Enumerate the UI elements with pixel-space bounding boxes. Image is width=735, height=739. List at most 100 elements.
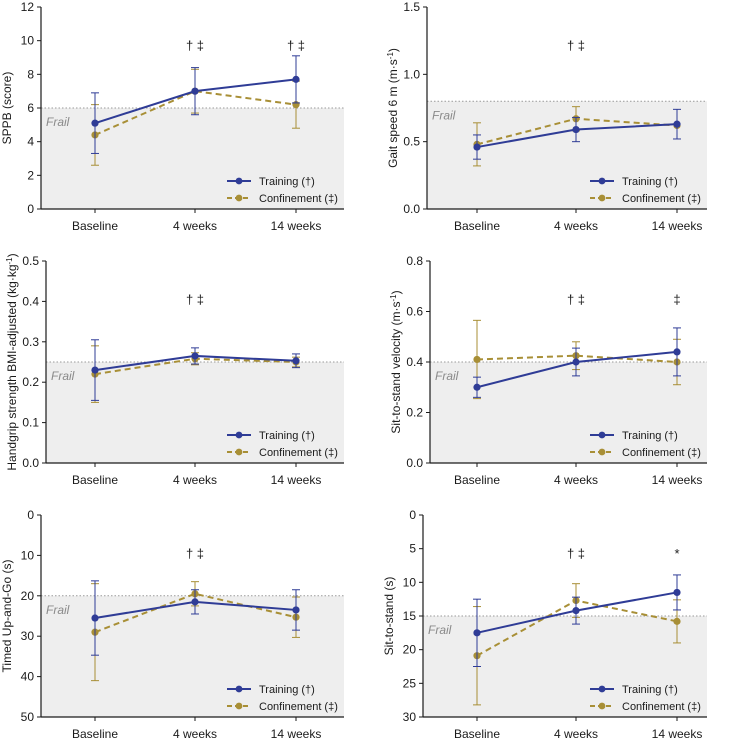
- legend-marker-confinement: [598, 194, 606, 202]
- significance-annotation: † ‡: [186, 546, 204, 561]
- y-tick-label: 0.2: [22, 375, 39, 389]
- legend-marker-training: [598, 431, 606, 439]
- y-tick-label: 12: [21, 0, 35, 14]
- data-point-training: [191, 352, 199, 360]
- x-category-label: 14 weeks: [271, 473, 322, 487]
- frail-label: Frail: [51, 369, 75, 383]
- frail-label: Frail: [432, 108, 456, 122]
- y-axis-title-part: Gait speed 6 m (m·s: [386, 59, 400, 168]
- frail-region: [430, 362, 707, 463]
- y-tick-label: 0.0: [22, 456, 39, 470]
- data-point-training: [191, 87, 199, 95]
- y-tick-label: 0.5: [22, 254, 39, 268]
- data-point-training: [292, 75, 300, 83]
- significance-annotation: † ‡: [186, 38, 204, 53]
- significance-annotation: † ‡: [567, 292, 585, 307]
- x-category-label: 14 weeks: [652, 219, 703, 233]
- y-tick-label: 50: [21, 710, 35, 724]
- y-tick-label: 6: [27, 101, 34, 115]
- y-tick-label: 0.4: [406, 355, 423, 369]
- data-point-confinement: [673, 617, 681, 625]
- legend-marker-confinement: [598, 448, 606, 456]
- y-tick-label: 25: [403, 676, 417, 690]
- legend-label-confinement: Confinement (‡): [622, 701, 701, 713]
- y-tick-label: 30: [21, 629, 35, 643]
- x-category-label: Baseline: [72, 473, 118, 487]
- x-category-label: Baseline: [72, 219, 118, 233]
- legend-marker-confinement: [235, 702, 243, 710]
- y-axis-title-part: ): [389, 290, 403, 294]
- x-category-label: Baseline: [454, 727, 500, 739]
- panel-sppb: Frail 0 2 4 6 8 10 12 Baseline 4 weeks 14 weeks SPP…: [0, 0, 344, 233]
- y-tick-label: 40: [21, 670, 35, 684]
- data-point-training: [91, 366, 99, 374]
- y-tick-label: 0.0: [406, 456, 423, 470]
- data-point-training: [572, 358, 580, 366]
- legend-marker-training: [235, 177, 243, 185]
- y-tick-label: 0.2: [406, 406, 423, 420]
- legend-label-training: Training (†): [622, 176, 678, 188]
- x-category-label: 4 weeks: [173, 219, 217, 233]
- y-axis-title: Gait speed 6 m (m·s-1): [386, 48, 401, 168]
- series-line-confinement: [94, 592, 297, 634]
- panel-tug: Frail 0 10 20 30 40 50 Baseline 4 weeks 14 weeks T…: [0, 508, 344, 739]
- panel-sts-velocity: Frail 0.0 0.2 0.4 0.6 0.8 Baseline 4 weeks 14 we…: [389, 254, 707, 487]
- significance-annotation: † ‡: [186, 292, 204, 307]
- data-point-training: [473, 629, 481, 637]
- y-tick-label: 0.0: [403, 202, 420, 216]
- legend-label-confinement: Confinement (‡): [259, 193, 338, 205]
- data-point-training: [673, 588, 681, 597]
- frail-region: [46, 362, 344, 463]
- y-tick-label: 10: [21, 548, 35, 562]
- legend-marker-training: [235, 685, 243, 693]
- data-point-training: [673, 120, 681, 128]
- x-category-label: 14 weeks: [652, 727, 703, 739]
- y-tick-label: 0: [27, 508, 34, 522]
- x-category-label: 14 weeks: [271, 219, 322, 233]
- x-category-label: 4 weeks: [173, 473, 217, 487]
- y-tick-label: 4: [27, 135, 34, 149]
- y-axis-title-superscript: -1: [5, 257, 14, 265]
- panel-handgrip: Frail 0.0 0.1 0.2 0.3 0.4 0.5 Baseline 4 weeks 14…: [5, 253, 344, 487]
- y-axis-title-part: Sit-to-stand velocity (m·s: [389, 302, 403, 434]
- y-tick-label: 0.5: [403, 135, 420, 149]
- frail-label: Frail: [46, 115, 70, 129]
- data-point-training: [572, 607, 580, 615]
- legend-marker-confinement: [235, 448, 243, 456]
- frail-label: Frail: [46, 603, 70, 617]
- x-category-label: Baseline: [454, 473, 500, 487]
- data-point-training: [292, 606, 300, 614]
- x-category-label: 4 weeks: [554, 727, 598, 739]
- y-axis-title-part: SPPB (score): [0, 72, 14, 145]
- y-tick-label: 0.1: [22, 416, 39, 430]
- legend-marker-training: [235, 431, 243, 439]
- frail-label: Frail: [435, 369, 459, 383]
- y-tick-label: 10: [403, 575, 417, 589]
- data-point-training: [292, 357, 300, 365]
- significance-annotation: ‡: [673, 292, 680, 307]
- data-point-training: [191, 598, 199, 606]
- frail-region: [427, 101, 707, 209]
- legend-label-training: Training (†): [259, 684, 315, 696]
- data-point-training: [473, 143, 481, 151]
- y-axis-title-part: ): [386, 48, 400, 52]
- data-point-training: [473, 383, 481, 391]
- legend-label-confinement: Confinement (‡): [622, 193, 701, 205]
- y-tick-label: 0.4: [22, 294, 39, 308]
- y-axis-title-superscript: -1: [389, 294, 398, 302]
- series-line-confinement: [476, 354, 678, 363]
- x-category-label: 4 weeks: [554, 219, 598, 233]
- legend-label-training: Training (†): [259, 176, 315, 188]
- legend-marker-training: [598, 177, 606, 185]
- y-tick-label: 1.0: [403, 67, 420, 81]
- data-point-training: [673, 348, 681, 356]
- y-axis-title: Handgrip strength BMI-adjusted (kg·kg-1): [5, 253, 20, 470]
- y-axis-title: Sit-to-stand velocity (m·s-1): [389, 290, 404, 433]
- legend-marker-training: [598, 685, 606, 693]
- frail-region: [423, 616, 707, 717]
- y-tick-label: 0: [409, 508, 416, 522]
- y-tick-label: 8: [27, 67, 34, 81]
- y-tick-label: 0.6: [406, 305, 423, 319]
- y-axis-title: SPPB (score): [0, 72, 14, 145]
- frail-region: [41, 108, 344, 209]
